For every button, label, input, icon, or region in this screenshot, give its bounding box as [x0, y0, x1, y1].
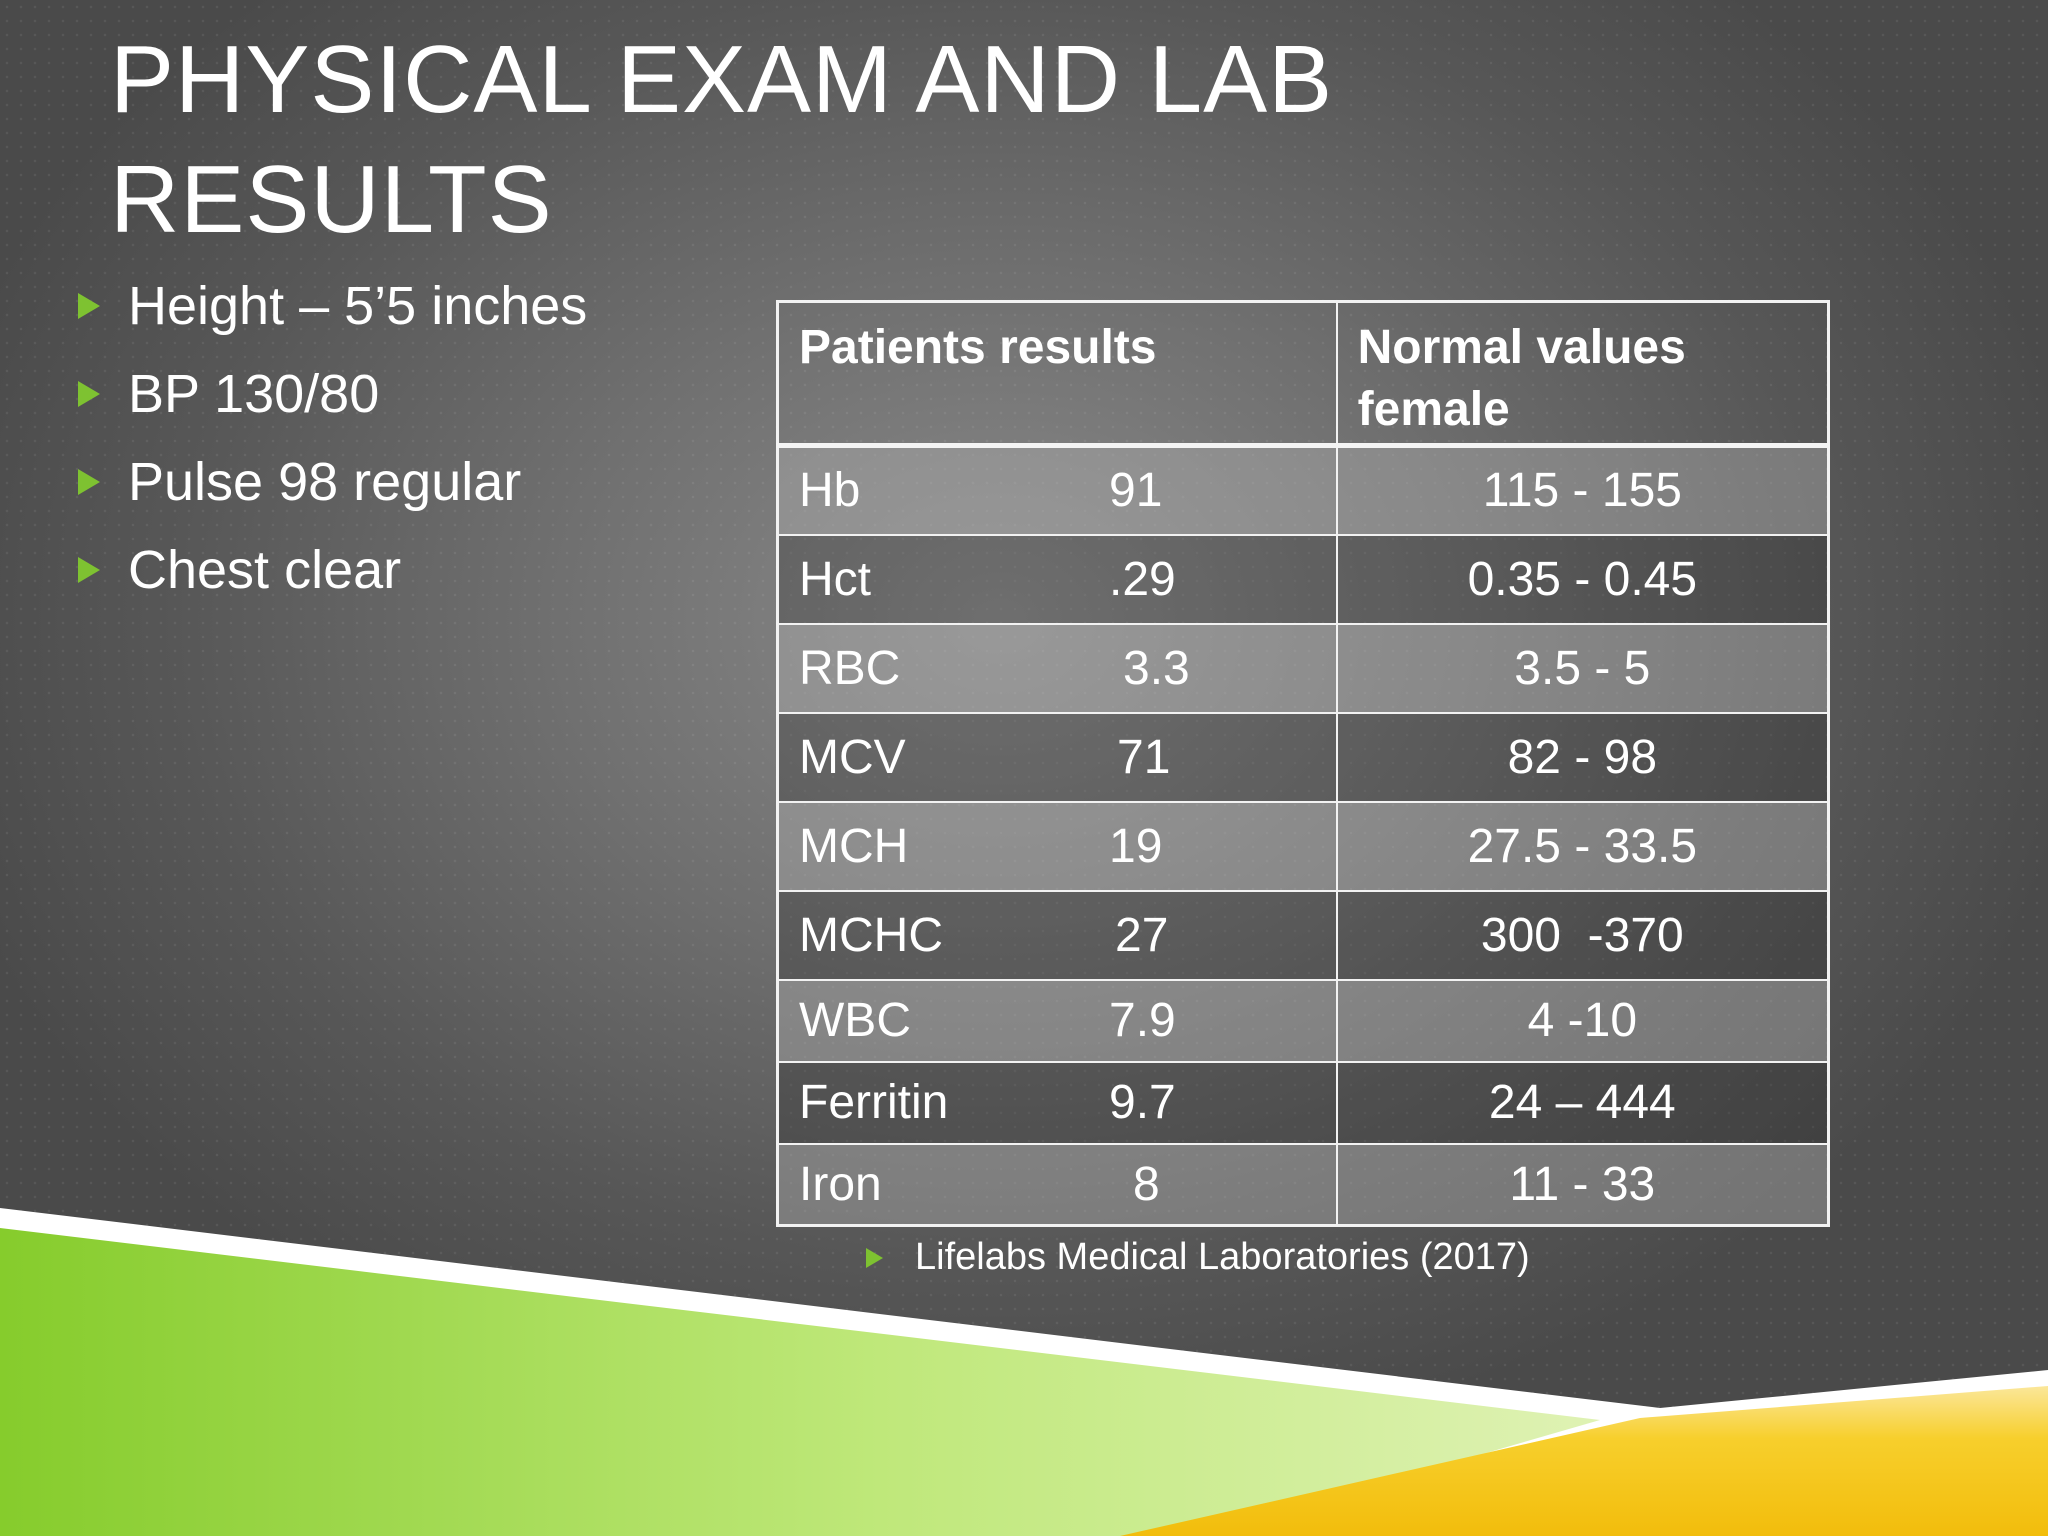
test-value: 19: [1109, 819, 1163, 873]
test-value: 27: [1115, 908, 1169, 962]
bullet-text: Pulse 98 regular: [128, 452, 522, 512]
normal-range: 300 -370: [1335, 889, 1830, 981]
test-value: 3.3: [1123, 641, 1190, 695]
slide-title: PHYSICAL EXAM AND LAB RESULTS: [110, 26, 1334, 253]
normal-range: 82 - 98: [1335, 711, 1830, 803]
test-name: Hb: [799, 464, 861, 518]
normal-range: 0.35 - 0.45: [1335, 533, 1830, 625]
bullet-text: Height – 5’5 inches: [128, 276, 588, 336]
bullet-text: BP 130/80: [128, 364, 380, 424]
bullet-triangle-icon: [78, 381, 100, 407]
green-band: [0, 1228, 1600, 1536]
table-row: Iron 8 11 - 33: [776, 1142, 1830, 1227]
bullet-triangle-icon: [78, 469, 100, 495]
test-name: Iron: [799, 1157, 882, 1211]
test-name: Hct: [799, 552, 871, 606]
test-value: 71: [1117, 730, 1171, 784]
table-row: MCHC 27 300 -370: [776, 889, 1830, 981]
bullet-item-bp: BP 130/80: [78, 350, 587, 438]
test-name: WBC: [799, 994, 911, 1047]
bullet-item-chest: Chest clear: [78, 526, 587, 614]
test-name: MCHC: [799, 908, 943, 962]
test-value: 9.7: [1109, 1076, 1176, 1129]
table-row: Hb 91 115 - 155: [776, 444, 1830, 536]
table-row: Ferritin 9.7 24 – 444: [776, 1060, 1830, 1145]
test-value: 91: [1109, 464, 1163, 518]
exam-bullet-list: Height – 5’5 inches BP 130/80 Pulse 98 r…: [78, 262, 587, 614]
bullet-triangle-icon: [866, 1247, 883, 1268]
bullet-triangle-icon: [78, 293, 100, 319]
test-value: 7.9: [1109, 994, 1176, 1047]
test-value: .29: [1109, 552, 1176, 606]
normal-range: 27.5 - 33.5: [1335, 800, 1830, 892]
test-name: MCH: [799, 819, 909, 873]
table-row: RBC 3.3 3.5 - 5: [776, 622, 1830, 714]
normal-range: 3.5 - 5: [1335, 622, 1830, 714]
yellow-band: [1120, 1386, 2048, 1536]
normal-range: 24 – 444: [1335, 1060, 1830, 1145]
bullet-triangle-icon: [78, 557, 100, 583]
reference-text: Lifelabs Medical Laboratories (2017): [915, 1236, 1530, 1278]
test-name: MCV: [799, 730, 906, 784]
bullet-text: Chest clear: [128, 540, 402, 600]
lab-results-table: Patients results Normal values female Hb…: [776, 300, 1830, 1227]
header-patients-results: Patients results: [776, 300, 1338, 448]
test-value: 8: [1133, 1157, 1160, 1211]
bullet-item-pulse: Pulse 98 regular: [78, 438, 587, 526]
bullet-item-height: Height – 5’5 inches: [78, 262, 587, 350]
table-row: Hct .29 0.35 - 0.45: [776, 533, 1830, 625]
normal-range: 4 -10: [1335, 978, 1830, 1063]
table-row: MCV 71 82 - 98: [776, 711, 1830, 803]
test-name: Ferritin: [799, 1076, 949, 1129]
header-normal-values: Normal values female: [1335, 300, 1830, 448]
test-name: RBC: [799, 641, 901, 695]
reference-note: Lifelabs Medical Laboratories (2017): [866, 1236, 1530, 1279]
table-row: WBC 7.9 4 -10: [776, 978, 1830, 1063]
table-row: MCH 19 27.5 - 33.5: [776, 800, 1830, 892]
normal-range: 11 - 33: [1335, 1142, 1830, 1227]
normal-range: 115 - 155: [1335, 444, 1830, 536]
table-header-row: Patients results Normal values female: [776, 300, 1830, 448]
